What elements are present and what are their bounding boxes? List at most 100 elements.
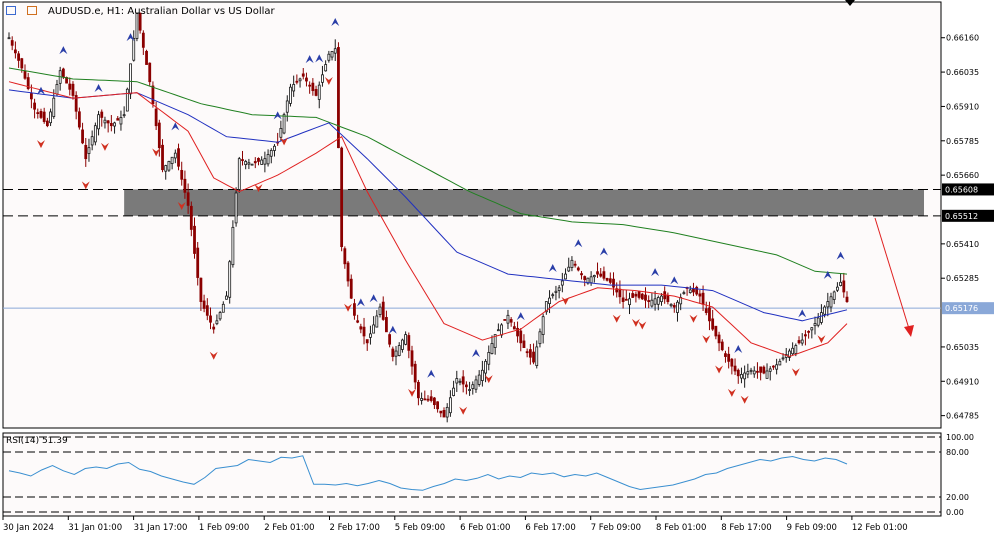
candle-body bbox=[676, 301, 679, 313]
candle-body bbox=[464, 384, 468, 388]
candle-body bbox=[842, 280, 846, 293]
candle-body bbox=[682, 292, 686, 295]
candle-body bbox=[180, 169, 184, 180]
fractal-down-arrow bbox=[254, 184, 263, 193]
chart-shift-marker-icon[interactable] bbox=[845, 0, 855, 6]
candle-body bbox=[810, 327, 814, 331]
candle-body bbox=[637, 291, 641, 298]
price-tick-label: 0.66160 bbox=[946, 34, 979, 43]
candle-body bbox=[765, 370, 769, 379]
candle-body bbox=[100, 111, 104, 118]
candle-body bbox=[295, 80, 299, 83]
candle-body bbox=[730, 358, 734, 367]
candle-body bbox=[90, 136, 94, 146]
candle-body bbox=[644, 294, 647, 301]
candle-body bbox=[714, 325, 718, 337]
fractal-up-arrow bbox=[574, 239, 583, 248]
fractal-down-arrow bbox=[324, 76, 333, 85]
fractal-up-arrow bbox=[823, 270, 832, 279]
time-tick-label: 31 Jan 17:00 bbox=[134, 523, 188, 533]
chart-list-icon[interactable] bbox=[6, 6, 16, 15]
candle-body bbox=[717, 334, 721, 344]
time-tick-label: 8 Feb 17:00 bbox=[721, 523, 771, 533]
symbol-label: AUDUSD.e, H1: bbox=[48, 6, 125, 17]
fractal-down-arrow bbox=[689, 314, 698, 323]
candle-body bbox=[474, 379, 478, 390]
fractal-down-arrow bbox=[344, 303, 353, 312]
ma-fast-line bbox=[8, 81, 848, 358]
candle-body bbox=[564, 273, 567, 280]
fractal-up-arrow bbox=[516, 312, 525, 321]
chart-title: AUDUSD.e, H1: Australian Dollar vs US Do… bbox=[48, 6, 275, 17]
candle-body bbox=[241, 159, 244, 161]
fractal-down-arrow bbox=[36, 140, 45, 149]
candle-body bbox=[589, 276, 593, 284]
price-tick-label: 0.65285 bbox=[946, 274, 979, 283]
fractal-up-arrow bbox=[548, 263, 557, 272]
candle-body bbox=[205, 305, 209, 316]
zone-price-label: 0.65512 bbox=[945, 212, 978, 221]
price-tick-label: 0.65410 bbox=[946, 240, 979, 249]
candle-body bbox=[417, 381, 420, 399]
candle-body bbox=[640, 293, 644, 300]
candle-body bbox=[528, 349, 532, 358]
candle-body bbox=[461, 376, 465, 385]
time-tick-label: 9 Feb 09:00 bbox=[787, 523, 837, 533]
fractal-down-arrow bbox=[177, 202, 186, 211]
price-tick-label: 0.64910 bbox=[946, 377, 979, 386]
fractal-down-arrow bbox=[740, 395, 749, 404]
candle-body bbox=[26, 77, 30, 89]
candle-body bbox=[807, 330, 811, 333]
candle-body bbox=[484, 360, 487, 374]
fractal-down-arrow bbox=[702, 335, 711, 344]
fractal-up-arrow bbox=[94, 83, 103, 92]
candle-body bbox=[71, 83, 75, 96]
candle-body bbox=[570, 259, 574, 268]
candle-body bbox=[573, 263, 577, 266]
time-tick-label: 30 Jan 2024 bbox=[3, 523, 54, 533]
candle-body bbox=[602, 271, 606, 279]
candle-body bbox=[218, 312, 222, 320]
candle-body bbox=[282, 114, 286, 134]
candle-body bbox=[724, 353, 727, 357]
fractal-down-arrow bbox=[631, 318, 640, 327]
candle-body bbox=[45, 120, 49, 127]
candle-body bbox=[477, 374, 481, 385]
candle-body bbox=[52, 97, 56, 117]
fractal-up-arrow bbox=[651, 268, 660, 277]
candle-body bbox=[103, 119, 107, 124]
candle-body bbox=[231, 226, 235, 266]
time-tick-label: 12 Feb 01:00 bbox=[852, 523, 908, 533]
candle-body bbox=[727, 353, 731, 362]
candle-body bbox=[365, 339, 369, 344]
candle-body bbox=[778, 360, 782, 366]
candle-body bbox=[420, 398, 424, 401]
chart-type-icon[interactable] bbox=[27, 6, 37, 15]
time-tick-label: 2 Feb 01:00 bbox=[264, 523, 314, 533]
candle-body bbox=[781, 357, 785, 360]
candle-body bbox=[775, 364, 779, 370]
candle-body bbox=[701, 292, 705, 305]
candle-body bbox=[650, 299, 654, 307]
rsi-level-label: 80.00 bbox=[946, 448, 969, 457]
candle-body bbox=[509, 319, 513, 323]
candle-body bbox=[298, 78, 302, 82]
candle-body bbox=[253, 161, 257, 164]
candle-body bbox=[39, 111, 43, 118]
candle-body bbox=[391, 348, 395, 357]
candle-body bbox=[439, 410, 443, 414]
candle-body bbox=[199, 277, 203, 302]
candle-body bbox=[829, 296, 833, 308]
symbol-description: Australian Dollar vs US Dollar bbox=[127, 6, 275, 17]
candle-body bbox=[634, 293, 638, 297]
candle-body bbox=[177, 148, 180, 167]
candle-body bbox=[308, 84, 312, 87]
candle-body bbox=[452, 387, 455, 396]
candle-body bbox=[487, 352, 491, 365]
fractal-down-arrow bbox=[459, 406, 468, 415]
candle-body bbox=[42, 111, 46, 122]
candle-body bbox=[759, 366, 763, 373]
time-tick-label: 8 Feb 01:00 bbox=[656, 523, 706, 533]
